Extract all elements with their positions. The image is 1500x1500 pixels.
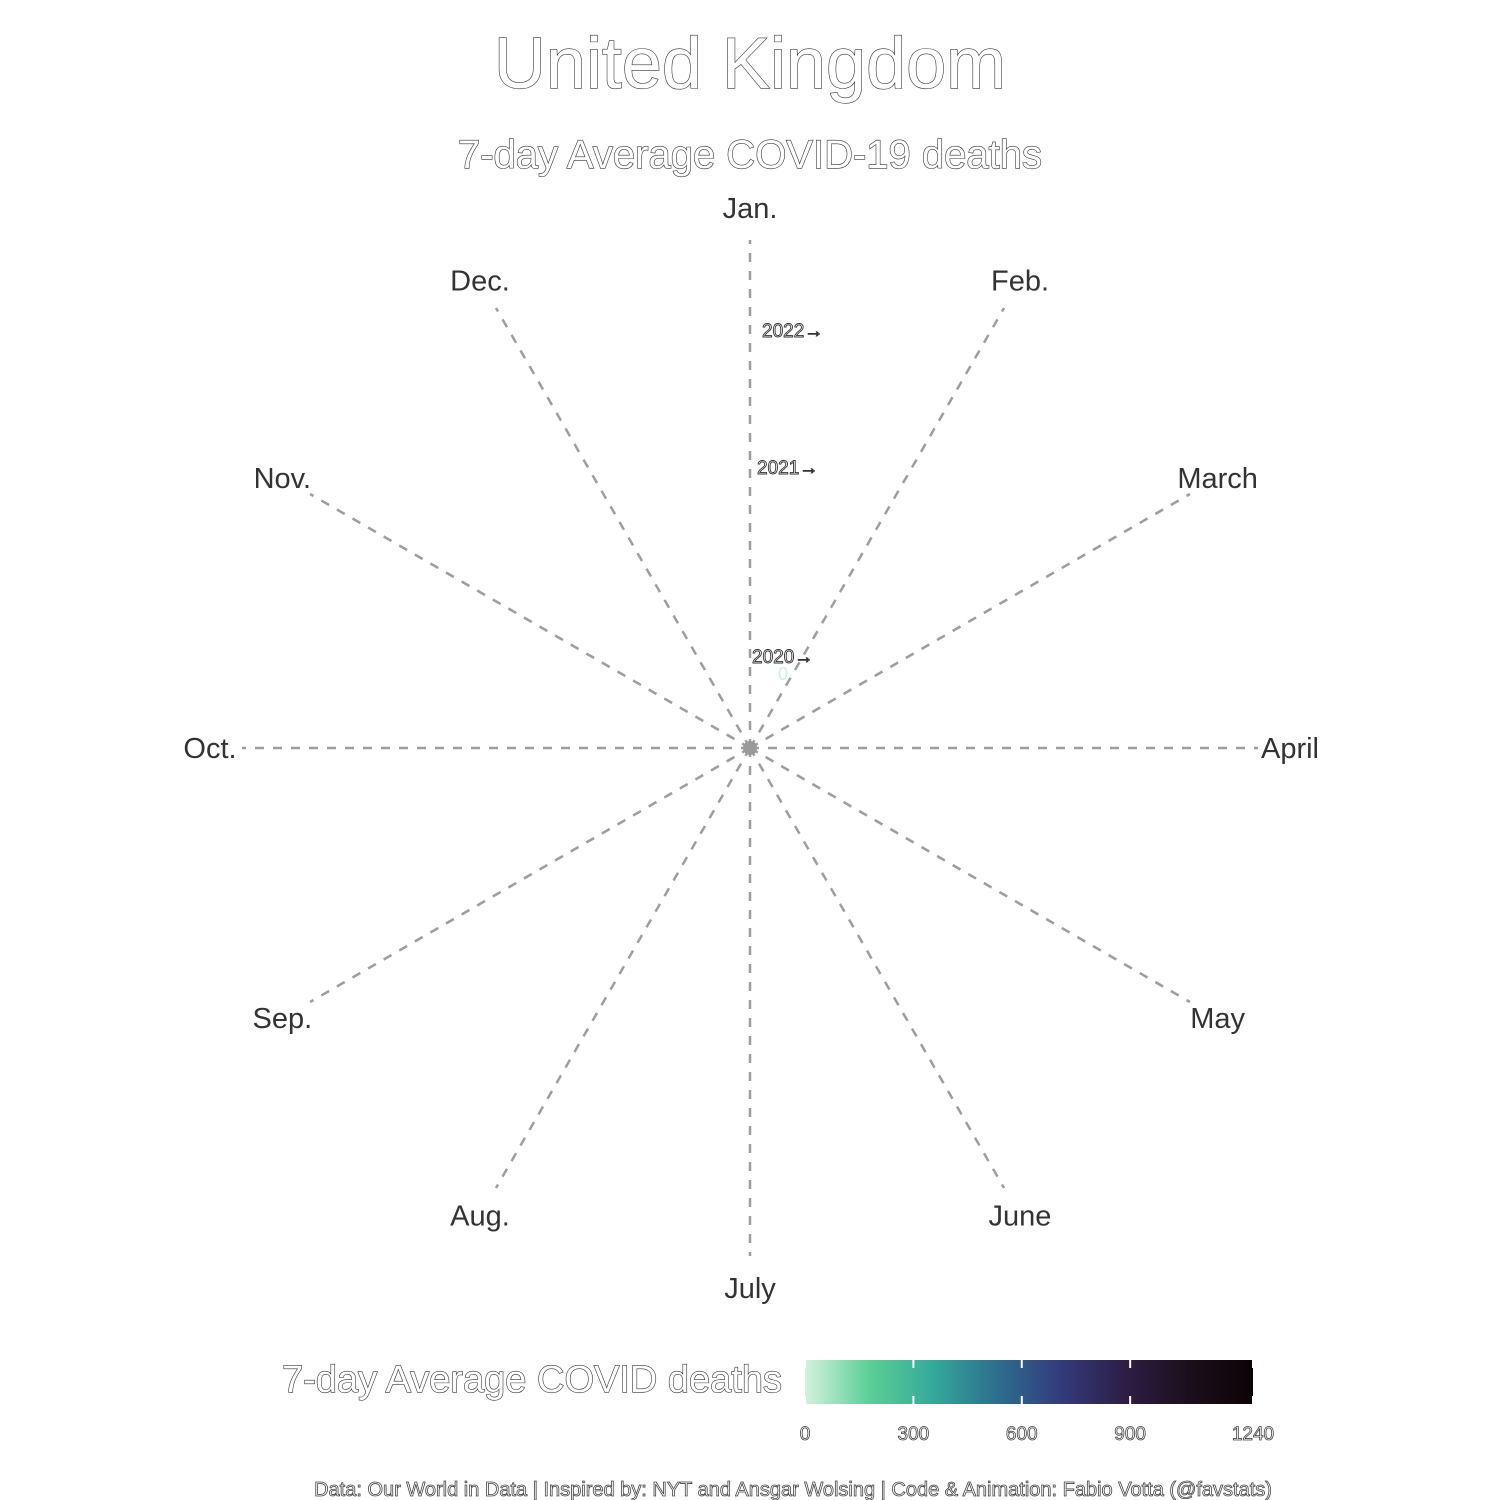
year-label: 2020→ xyxy=(752,647,813,668)
chart-subtitle: 7-day Average COVID-19 deaths xyxy=(458,133,1042,177)
legend-tick-label: 0 xyxy=(800,1424,811,1445)
legend-ticks: 0 300 600 900 1240 xyxy=(799,1360,1275,1445)
legend-tick-label: 300 xyxy=(898,1424,930,1445)
month-label: Feb. xyxy=(991,265,1049,297)
chart-caption: Data: Our World in Data | Inspired by: N… xyxy=(314,1479,1272,1500)
month-label: April xyxy=(1261,733,1319,765)
color-legend: 7-day Average COVID deaths 0 300 600 900 124… xyxy=(281,1358,1275,1445)
month-spoke xyxy=(749,492,1191,750)
month-label: Oct. xyxy=(183,733,236,765)
month-spoke xyxy=(309,492,751,750)
month-label: Dec. xyxy=(450,265,510,297)
month-labels: Jan. Feb. March April May June July Aug. Sep. Oct… xyxy=(183,193,1319,1305)
center-dot xyxy=(743,741,757,755)
month-label: May xyxy=(1190,1003,1245,1035)
legend-title: 7-day Average COVID deaths xyxy=(282,1359,782,1401)
legend-tick-label: 600 xyxy=(1006,1424,1038,1445)
year-label: 2022→ xyxy=(762,321,823,342)
month-spoke xyxy=(494,307,752,749)
month-label: June xyxy=(989,1201,1052,1233)
month-spoke xyxy=(748,307,1006,749)
month-label: Jan. xyxy=(723,193,778,225)
legend-colorbar xyxy=(805,1360,1253,1404)
month-spoke xyxy=(748,747,1006,1189)
chart-title: United Kingdom xyxy=(494,24,1006,104)
series-start-value: 0 xyxy=(778,664,788,684)
month-label: July xyxy=(724,1273,776,1305)
month-spoke xyxy=(309,746,751,1004)
month-label: March xyxy=(1177,463,1258,495)
legend-tick-label: 1240 xyxy=(1232,1424,1274,1445)
month-label: Nov. xyxy=(254,463,311,495)
legend-tick-label: 900 xyxy=(1114,1424,1146,1445)
year-label: 2021→ xyxy=(757,458,818,479)
month-label: Aug. xyxy=(450,1201,510,1233)
month-label: Sep. xyxy=(253,1003,313,1035)
year-labels: 2020→ 2021→ 2022→ xyxy=(752,321,824,669)
month-spoke xyxy=(494,747,752,1189)
month-spokes xyxy=(242,240,1258,1256)
month-spoke xyxy=(749,746,1191,1004)
